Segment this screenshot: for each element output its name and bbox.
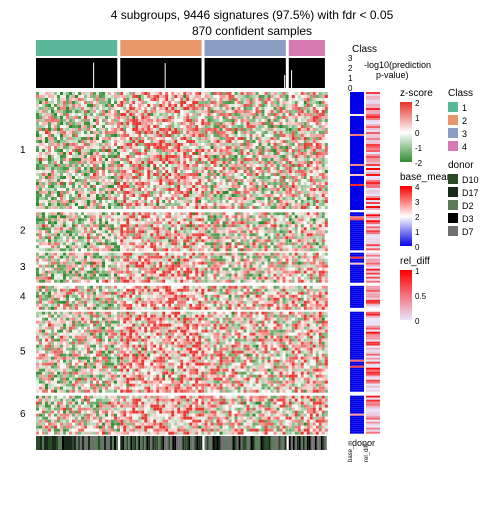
svg-text:1: 1: [20, 145, 26, 156]
svg-text:0: 0: [348, 84, 353, 93]
title-line-2: 870 confident samples: [8, 24, 496, 38]
svg-text:p-value): p-value): [376, 70, 409, 80]
svg-text:2: 2: [348, 64, 353, 73]
heatmap-figure: Class0123-log10(predictionp-value)123456…: [8, 40, 496, 510]
svg-text:-log10(prediction: -log10(prediction: [364, 60, 431, 70]
svg-text:1: 1: [348, 74, 353, 83]
svg-text:3: 3: [348, 54, 353, 63]
svg-text:Class: Class: [352, 44, 377, 55]
title-line-1: 4 subgroups, 9446 signatures (97.5%) wit…: [8, 8, 496, 22]
